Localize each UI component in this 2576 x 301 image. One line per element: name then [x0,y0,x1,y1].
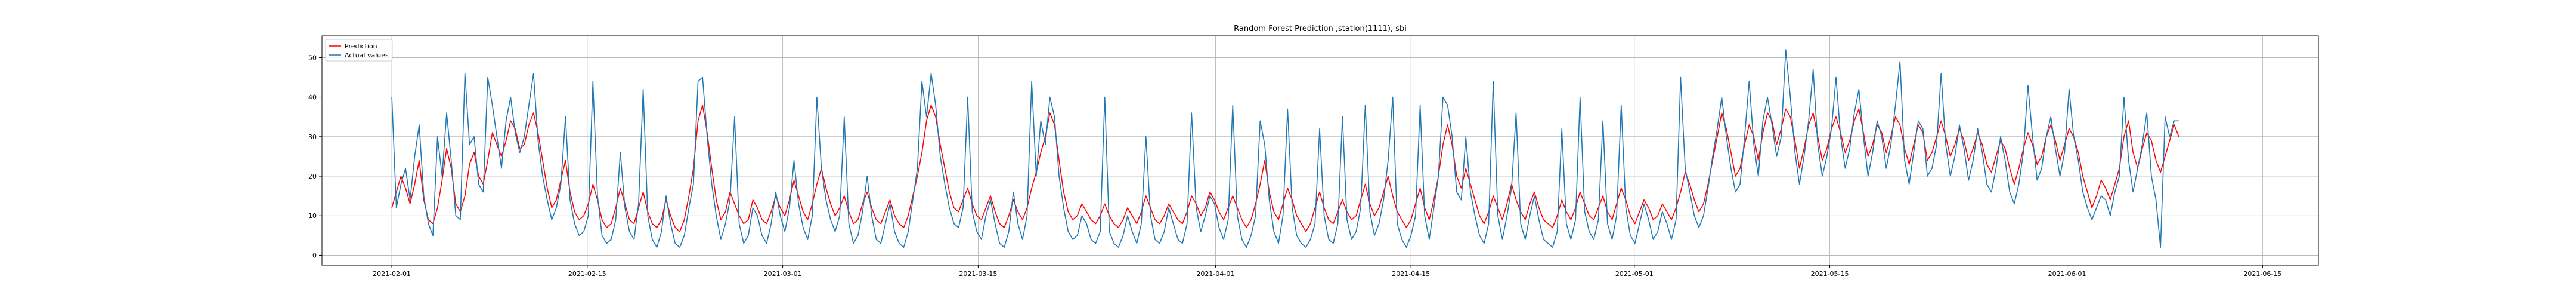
series-lines [391,49,2179,248]
x-tick-label: 2021-04-15 [1392,270,1430,278]
x-tick-label: 2021-06-15 [2243,270,2281,278]
plot-frame [321,35,2319,266]
x-tick-label: 2021-03-01 [764,270,802,278]
legend-label-1: Actual values [345,51,389,59]
x-tick-label: 2021-02-15 [568,270,606,278]
y-tick-label: 20 [308,173,317,180]
y-tick-label: 0 [312,251,317,259]
x-tick-label: 2021-05-01 [1615,270,1654,278]
x-tick-label: 2021-03-15 [959,270,997,278]
legend-label-0: Prediction [345,42,377,50]
chart-title: Random Forest Prediction ,station(1111),… [1234,24,1407,33]
x-tick-label: 2021-06-01 [2048,270,2086,278]
x-tick-label: 2021-02-01 [373,270,411,278]
y-tick-label: 30 [308,133,317,141]
series-line-0 [391,105,2179,232]
x-tick-label: 2021-05-15 [1811,270,1849,278]
y-tick-label: 40 [308,94,317,102]
legend-box [325,39,393,62]
y-tick-label: 50 [308,54,317,62]
y-tick-label: 10 [308,212,317,220]
series-line-1 [391,49,2179,248]
axes: 2021-02-01 2021-02-15 2021-03-01 2021-03-15… [308,54,2281,278]
x-tick-label: 2021-04-01 [1196,270,1234,278]
